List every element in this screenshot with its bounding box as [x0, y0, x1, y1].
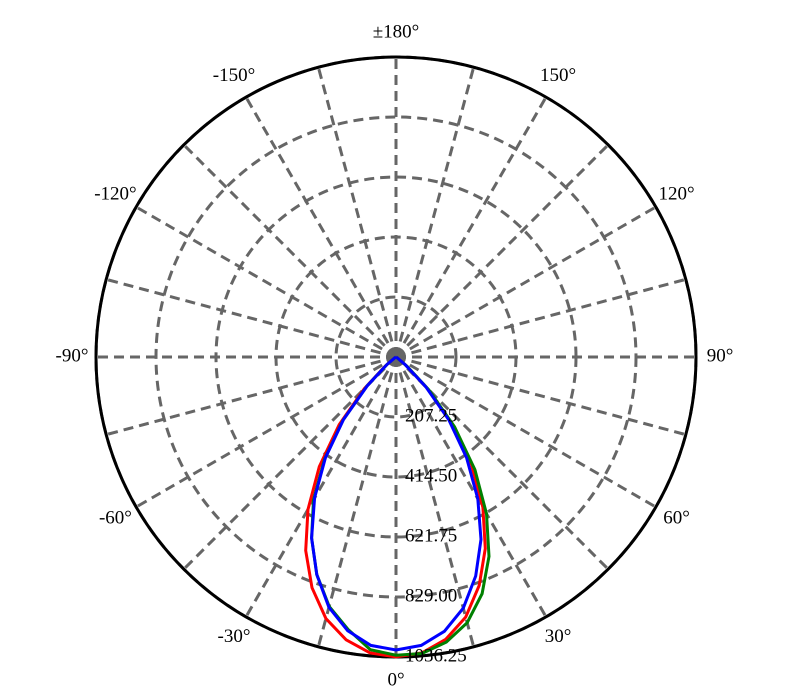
grid-ring — [214, 175, 578, 539]
spoke-minor — [105, 277, 397, 359]
spoke — [135, 205, 397, 359]
spoke — [244, 356, 398, 618]
angle-tick-label: 60° — [663, 507, 690, 528]
r-tick-label: 414.50 — [405, 465, 457, 486]
angle-tick-label: 0° — [387, 669, 404, 690]
angle-tick-label: 150° — [540, 65, 576, 86]
angle-tick-label: 90° — [707, 345, 734, 366]
spoke — [395, 355, 657, 509]
spoke-minor — [316, 356, 398, 648]
spoke-minor — [394, 143, 610, 359]
grid-ring — [334, 295, 458, 419]
angle-tick-label: -60° — [99, 507, 132, 528]
angle-tick-label: -120° — [94, 183, 136, 204]
spoke-minor — [105, 355, 397, 437]
angle-tick-label: -150° — [213, 65, 255, 86]
angle-tick-label: -90° — [56, 345, 89, 366]
series-line — [310, 355, 483, 652]
spoke-minor — [394, 356, 476, 648]
r-tick-label: 829.00 — [405, 585, 457, 606]
spoke — [394, 356, 548, 618]
angle-tick-label: -30° — [218, 626, 251, 647]
spoke — [394, 96, 548, 358]
spoke-minor — [395, 277, 687, 359]
spoke — [135, 355, 397, 509]
spoke — [395, 205, 657, 359]
grid-ring — [274, 235, 518, 479]
spoke-minor — [395, 355, 687, 437]
spoke-minor — [394, 66, 476, 358]
angle-tick-label: 30° — [545, 626, 572, 647]
r-tick-label: 621.75 — [405, 525, 457, 546]
spoke — [244, 96, 398, 358]
angle-tick-label: 120° — [659, 183, 695, 204]
grid-ring — [154, 115, 638, 599]
spoke-minor — [316, 66, 398, 358]
r-tick-label: 207.25 — [405, 405, 457, 426]
spoke-minor — [182, 143, 398, 359]
angle-tick-label: ±180° — [373, 21, 420, 42]
r-tick-label: 1036.25 — [405, 645, 467, 666]
